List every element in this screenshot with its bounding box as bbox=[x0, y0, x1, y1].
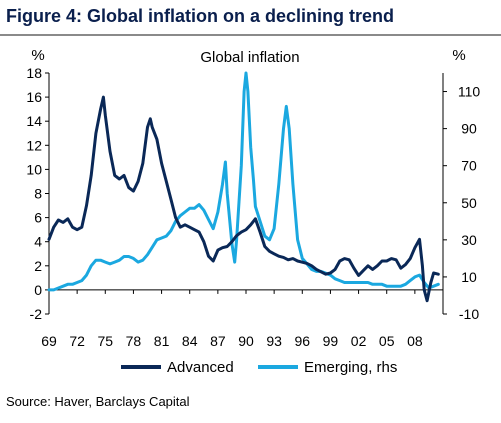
x-tick-label: 75 bbox=[97, 333, 113, 349]
x-tick-label: 81 bbox=[154, 333, 170, 349]
title-divider bbox=[0, 34, 501, 36]
left-tick-label: 0 bbox=[34, 282, 42, 298]
right-axis-unit: % bbox=[452, 47, 465, 64]
x-tick-label: 96 bbox=[294, 333, 310, 349]
x-tick-label: 05 bbox=[379, 333, 395, 349]
legend-label-advanced: Advanced bbox=[167, 359, 234, 376]
right-tick-label: 70 bbox=[461, 158, 477, 174]
x-tick-label: 99 bbox=[323, 333, 339, 349]
figure-title: Figure 4: Global inflation on a declinin… bbox=[6, 6, 395, 26]
x-tick-label: 08 bbox=[407, 333, 423, 349]
left-tick-label: 8 bbox=[34, 186, 42, 202]
x-tick-label: 69 bbox=[41, 333, 57, 349]
x-tick-label: 72 bbox=[69, 333, 85, 349]
right-tick-label: 30 bbox=[461, 232, 477, 248]
x-tick-label: 02 bbox=[351, 333, 367, 349]
right-tick-label: 50 bbox=[461, 195, 477, 211]
x-tick-label: 78 bbox=[126, 333, 142, 349]
x-tick-label: 84 bbox=[182, 333, 198, 349]
x-tick-label: 87 bbox=[210, 333, 226, 349]
left-tick-label: 14 bbox=[26, 113, 42, 129]
inflation-chart: Global inflation % % -2024681012141618-1… bbox=[26, 47, 480, 376]
left-tick-label: 6 bbox=[34, 210, 42, 226]
left-tick-label: 16 bbox=[26, 89, 42, 105]
legend: Advanced Emerging, rhs bbox=[121, 359, 397, 376]
legend-label-emerging: Emerging, rhs bbox=[304, 359, 397, 376]
left-tick-label: 4 bbox=[34, 234, 42, 250]
right-tick-label: 10 bbox=[461, 269, 477, 285]
right-tick-label: -10 bbox=[459, 306, 479, 322]
x-tick-label: 90 bbox=[238, 333, 254, 349]
series-line-advanced bbox=[47, 95, 440, 303]
left-tick-label: 10 bbox=[26, 161, 42, 177]
left-tick-label: 2 bbox=[34, 258, 42, 274]
left-tick-label: -2 bbox=[30, 306, 43, 322]
left-tick-label: 12 bbox=[26, 137, 42, 153]
left-tick-label: 18 bbox=[26, 65, 42, 81]
x-tick-label: 93 bbox=[266, 333, 282, 349]
right-tick-label: 110 bbox=[458, 84, 481, 100]
source-note: Source: Haver, Barclays Capital bbox=[6, 394, 190, 409]
chart-title: Global inflation bbox=[200, 49, 299, 66]
series-line-emerging bbox=[47, 71, 440, 292]
left-axis-unit: % bbox=[31, 47, 44, 64]
plot-area bbox=[47, 71, 440, 303]
right-tick-label: 90 bbox=[461, 121, 477, 137]
